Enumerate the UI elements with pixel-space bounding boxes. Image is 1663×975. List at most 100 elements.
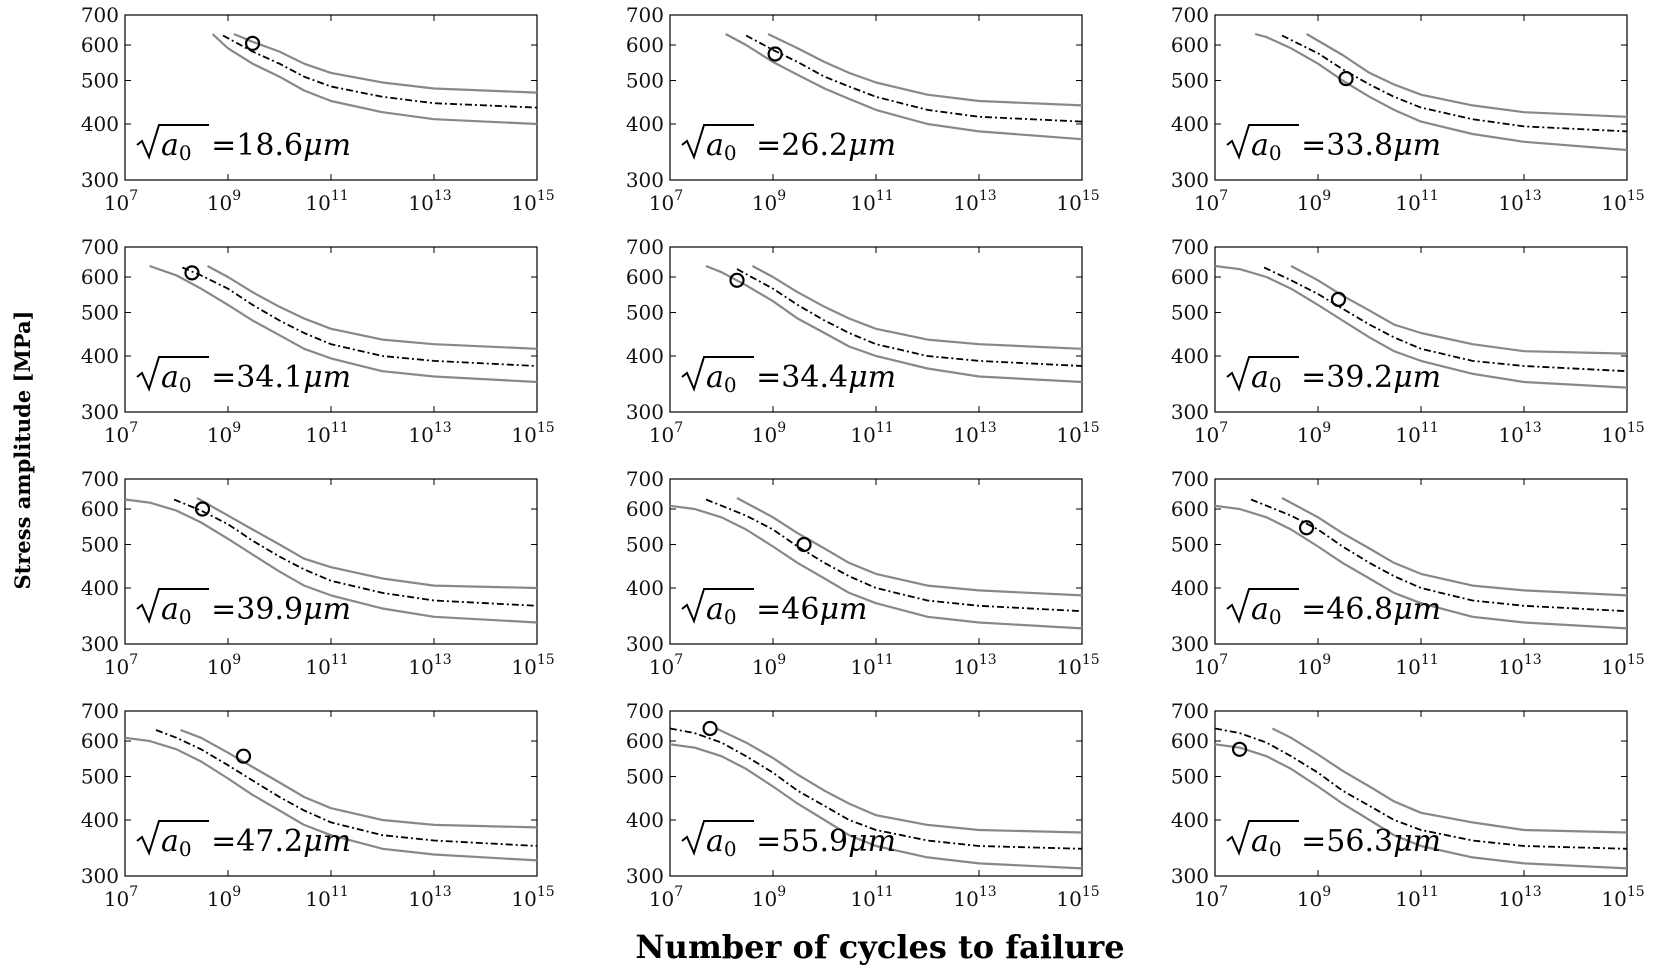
median-curve [705, 498, 1083, 613]
x-tick-label: 107 [104, 188, 138, 215]
y-tick-label: 500 [626, 69, 664, 93]
y-tick-label: 300 [81, 168, 119, 192]
x-tick-label: 1015 [1601, 188, 1644, 215]
y-tick-label: 500 [81, 69, 119, 93]
median-curve [1263, 266, 1628, 373]
subplot-7: 300 400 500 600 700 107 109 1011 1013 1015 a0 =39.… [81, 467, 555, 679]
y-tick-label: 300 [1171, 400, 1209, 424]
a0-annotation: a0 =47.2μm [161, 824, 351, 861]
a0-annotation: a0 =18.6μm [161, 128, 351, 165]
y-tick-label: 600 [1171, 265, 1209, 289]
x-tick-label: 1015 [1056, 420, 1099, 447]
x-tick-label: 1011 [1395, 884, 1438, 911]
median-curve [736, 268, 1083, 367]
y-tick-label: 600 [1171, 33, 1209, 57]
y-tick-label: 600 [81, 497, 119, 521]
x-tick-label: 1011 [1395, 420, 1438, 447]
x-tick-label: 1015 [1056, 188, 1099, 215]
y-tick-label: 300 [626, 632, 664, 656]
plot-area [1214, 710, 1628, 877]
a0-annotation: a0 =56.3μm [1251, 824, 1441, 861]
x-tick-label: 107 [1194, 188, 1228, 215]
sqrt-symbol [136, 820, 209, 856]
sqrt-symbol [681, 124, 754, 160]
a0-annotation: a0 =34.1μm [161, 360, 351, 397]
y-tick-label: 500 [626, 765, 664, 789]
x-tick-label: 109 [1297, 652, 1331, 679]
y-tick-label: 700 [81, 235, 119, 259]
y-tick-label: 400 [81, 576, 119, 600]
sqrt-symbol [681, 820, 754, 856]
x-tick-label: 107 [649, 420, 683, 447]
x-tick-label: 107 [104, 420, 138, 447]
a0-annotation: a0 =26.2μm [706, 128, 896, 165]
y-tick-label: 700 [1171, 467, 1209, 491]
bound-curve [149, 264, 538, 384]
median-curve [182, 266, 538, 367]
y-tick-label: 600 [81, 33, 119, 57]
x-tick-label: 1015 [1056, 884, 1099, 911]
x-tick-label: 1013 [953, 652, 996, 679]
y-tick-label: 700 [1171, 699, 1209, 723]
bound-curve [124, 736, 538, 862]
y-tick-label: 400 [1171, 576, 1209, 600]
x-tick-label: 1013 [1498, 652, 1541, 679]
y-tick-label: 500 [1171, 533, 1209, 557]
x-tick-label: 107 [1194, 652, 1228, 679]
y-tick-label: 500 [1171, 301, 1209, 325]
bound-curve [767, 33, 1083, 107]
x-tick-label: 1013 [953, 420, 996, 447]
sqrt-symbol [1226, 124, 1299, 160]
y-tick-label: 700 [1171, 3, 1209, 27]
x-tick-label: 1015 [1601, 652, 1644, 679]
x-tick-label: 107 [1194, 884, 1228, 911]
x-tick-label: 109 [207, 188, 241, 215]
y-tick-label: 500 [1171, 765, 1209, 789]
plot-area [124, 710, 538, 877]
x-tick-label: 107 [649, 652, 683, 679]
subplot-10: 300 400 500 600 700 107 109 1011 1013 1015 a0 =47.… [81, 699, 555, 911]
x-tick-label: 109 [1297, 420, 1331, 447]
subplot-5: 300 400 500 600 700 107 109 1011 1013 1015 a0 =34.… [626, 235, 1100, 447]
y-tick-label: 700 [81, 3, 119, 27]
x-tick-label: 1015 [1056, 652, 1099, 679]
data-point-marker [1338, 70, 1354, 87]
y-tick-label: 400 [626, 576, 664, 600]
y-tick-label: 600 [81, 729, 119, 753]
y-tick-label: 400 [81, 808, 119, 832]
sqrt-symbol [681, 356, 754, 392]
y-tick-label: 700 [626, 467, 664, 491]
y-tick-label: 300 [1171, 632, 1209, 656]
subplot-3: 300 400 500 600 700 107 109 1011 1013 1015 a0 =33.… [1171, 3, 1645, 215]
y-tick-label: 700 [81, 699, 119, 723]
x-tick-label: 109 [752, 884, 786, 911]
x-tick-label: 1011 [305, 420, 348, 447]
data-point-marker [244, 35, 261, 52]
x-tick-label: 1015 [1601, 420, 1644, 447]
y-tick-label: 400 [626, 808, 664, 832]
subplot-grid: 300 400 500 600 700 107 109 1011 1013 1015 a0 =18.… [81, 3, 1645, 911]
a0-annotation: a0 =55.9μm [706, 824, 896, 861]
x-tick-label: 1011 [850, 420, 893, 447]
x-tick-label: 107 [649, 884, 683, 911]
x-tick-label: 109 [1297, 884, 1331, 911]
x-tick-label: 107 [104, 652, 138, 679]
y-tick-label: 300 [1171, 168, 1209, 192]
y-tick-label: 300 [626, 168, 664, 192]
y-tick-label: 400 [81, 344, 119, 368]
bound-curve [725, 33, 1083, 141]
sqrt-symbol [136, 588, 209, 624]
y-tick-label: 500 [81, 533, 119, 557]
bound-curve [1214, 504, 1628, 630]
bound-curve [211, 33, 538, 126]
x-tick-label: 109 [207, 884, 241, 911]
y-tick-label: 500 [626, 533, 664, 557]
subplot-9: 300 400 500 600 700 107 109 1011 1013 1015 a0 =46.… [1171, 467, 1645, 679]
bound-curve [705, 264, 1083, 384]
data-point-marker [194, 501, 211, 517]
data-point-marker [1330, 291, 1347, 307]
data-point-marker [184, 265, 200, 281]
y-tick-label: 400 [626, 344, 664, 368]
bound-curve [1306, 33, 1628, 118]
median-curve [745, 34, 1083, 123]
